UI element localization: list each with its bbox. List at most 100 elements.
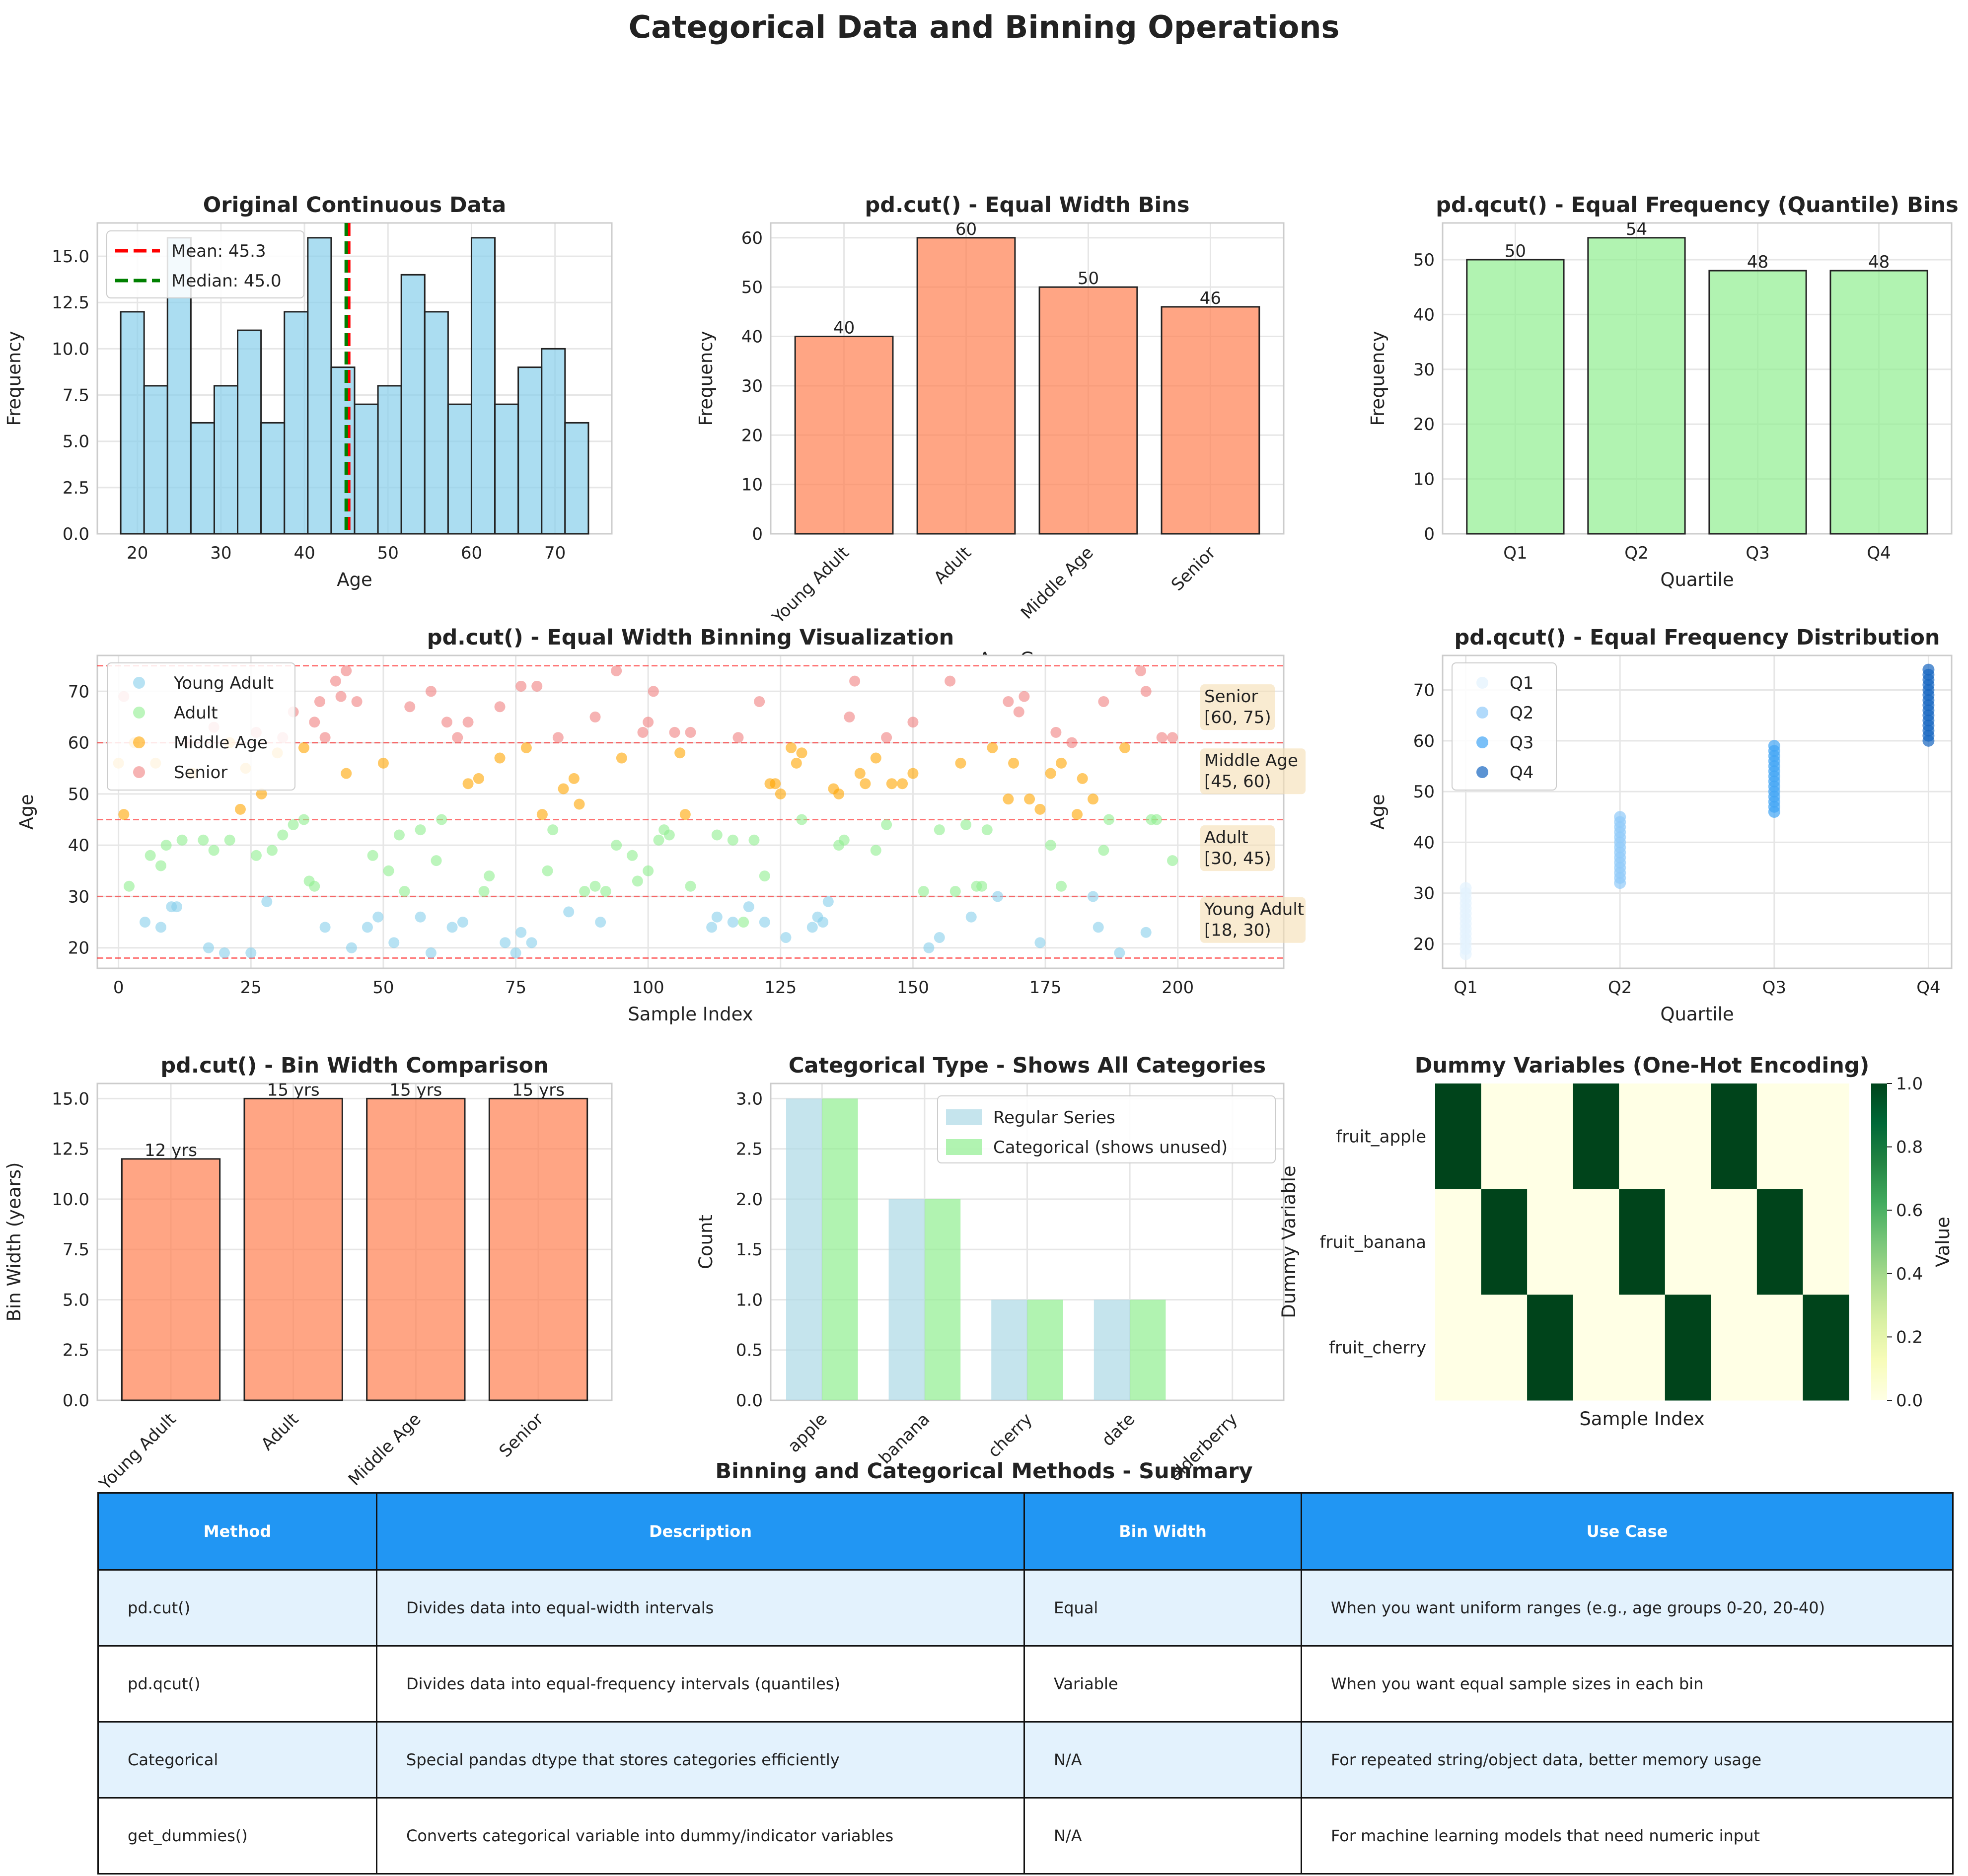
scatter-point [393, 829, 405, 841]
scatter-point [288, 819, 299, 830]
chart-title: pd.cut() - Equal Width Binning Visualiza… [427, 625, 954, 650]
bin-label-name: Young Adult [1204, 900, 1304, 920]
scatter-point [817, 917, 829, 928]
scatter-point [754, 696, 765, 707]
histogram-bar [190, 422, 215, 535]
scatter-point [685, 726, 696, 738]
page-title: Categorical Data and Binning Operations [628, 9, 1340, 45]
scatter-point [981, 824, 993, 836]
y-axis-label: Age [1367, 794, 1388, 830]
x-axis-label: Quartile [1660, 569, 1734, 590]
qcut-distribution-chart: 20 30 40 50 60 70 Q1 Q2 Q3 Q4 pd.qcut() - Equal Fr… [1367, 625, 1953, 1025]
scatter-point [822, 896, 834, 907]
scatter-point [1066, 737, 1078, 748]
heatmap-cell [1803, 1189, 1849, 1295]
scatter-point [595, 917, 606, 928]
heatmap-cell [1756, 1189, 1803, 1295]
scatter-point [330, 675, 341, 687]
scatter-point [536, 809, 548, 820]
legend-swatch [946, 1109, 982, 1125]
y-tick-label: 60 [741, 228, 763, 248]
scatter-point [399, 886, 410, 897]
legend-label: Regular Series [993, 1108, 1115, 1128]
heatmap-cell [1435, 1189, 1482, 1295]
scatter-point [319, 732, 331, 743]
scatter-point [436, 814, 447, 825]
heatmap-row-label: fruit_apple [1336, 1127, 1426, 1147]
scatter-point [266, 845, 278, 856]
legend: Q1 Q2 Q3 Q4 [1452, 662, 1557, 791]
bar [1161, 306, 1260, 535]
bar-value-label: 48 [1747, 252, 1768, 272]
y-tick-label: 40 [68, 836, 89, 856]
scatter-point [494, 752, 506, 764]
scatter-point [860, 778, 871, 790]
bar-value-label: 46 [1200, 289, 1221, 308]
y-tick-label: 70 [68, 682, 89, 702]
scatter-point [727, 834, 738, 846]
scatter-point [351, 696, 363, 707]
scatter-point [770, 778, 781, 790]
y-tick-label: 0.5 [736, 1341, 763, 1361]
bin-label-name: Adult [1204, 828, 1248, 848]
scatter-point [870, 845, 881, 856]
scatter-point [775, 788, 786, 799]
scatter-point [965, 911, 977, 923]
heatmap-cell [1711, 1189, 1757, 1295]
scatter-point [526, 937, 537, 948]
scatter-point [415, 911, 426, 923]
heatmap-cell [1756, 1295, 1803, 1401]
y-tick-label: 2.5 [63, 478, 89, 498]
scatter-point [452, 732, 463, 743]
scatter-point [1114, 947, 1125, 959]
legend-median-label: Median: 45.0 [171, 271, 282, 291]
scatter-point [520, 742, 532, 753]
legend-label: Middle Age [174, 733, 268, 753]
scatter-point [1077, 773, 1088, 784]
x-tick-label: Adult [257, 1409, 302, 1454]
quartile-point [1768, 740, 1780, 752]
table-cell: When you want uniform ranges (e.g., age … [1301, 1569, 1954, 1647]
y-tick-label: 0.0 [736, 1391, 763, 1411]
scatter-point [727, 917, 738, 928]
scatter-point [377, 757, 389, 769]
legend-label: Young Adult [173, 673, 274, 693]
x-tick-label: Q2 [1624, 543, 1648, 563]
scatter-point [849, 675, 861, 687]
heatmap-cell [1573, 1295, 1619, 1401]
x-axis-label: Age [337, 569, 372, 590]
x-axis-label: Sample Index [1579, 1408, 1704, 1430]
grouped-bar [1130, 1299, 1166, 1400]
x-tick-label: 40 [293, 543, 315, 563]
scatter-point [987, 742, 998, 753]
bar [916, 237, 1016, 535]
histogram-bar [120, 311, 145, 535]
x-tick-label: 60 [461, 543, 482, 563]
x-tick-label: 150 [897, 978, 929, 998]
bar [1829, 270, 1928, 535]
colorbar-tick-label: 0.4 [1896, 1264, 1923, 1284]
scatter-point [341, 768, 352, 779]
scatter-point [219, 947, 230, 959]
plot-frame [96, 654, 1285, 969]
table-cell: Special pandas dtype that stores categor… [376, 1721, 1025, 1799]
legend: Young Adult Adult Middle Age Senior [107, 662, 295, 791]
legend: Regular Series Categorical (shows unused) [937, 1095, 1276, 1163]
histogram-bar [307, 237, 332, 535]
x-tick-label: 20 [127, 543, 148, 563]
heatmap-cell [1711, 1083, 1757, 1190]
scatter-point [759, 870, 770, 882]
scatter-point [881, 819, 892, 830]
x-tick-label: 25 [240, 978, 262, 998]
bin-label-range: [45, 60) [1204, 772, 1271, 792]
scatter-point [558, 783, 569, 794]
y-tick-label: 50 [68, 785, 89, 804]
scatter-point [706, 922, 718, 933]
legend-label: Categorical (shows unused) [993, 1138, 1228, 1157]
scatter-point [1056, 880, 1067, 892]
heatmap-cell [1481, 1083, 1528, 1190]
y-tick-label: 30 [741, 376, 763, 396]
y-tick-label: 1.5 [736, 1240, 763, 1260]
scatter-point [711, 911, 723, 923]
scatter-point [1140, 686, 1152, 697]
